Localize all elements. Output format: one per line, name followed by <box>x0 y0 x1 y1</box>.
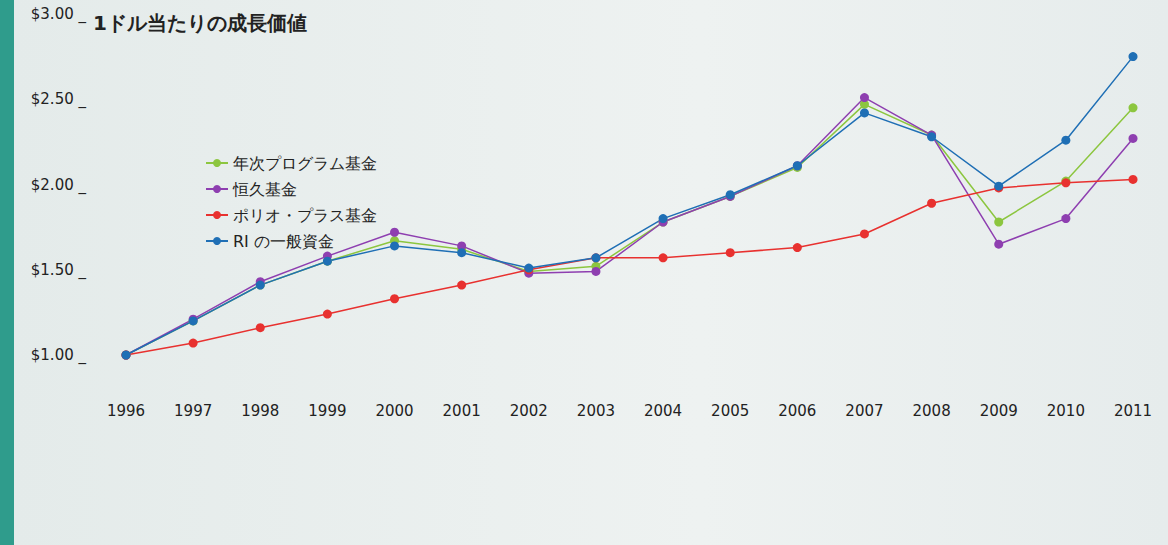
svg-text:1998: 1998 <box>241 402 279 420</box>
svg-text:2009: 2009 <box>980 402 1018 420</box>
svg-text:1996: 1996 <box>107 402 145 420</box>
svg-text:年次プログラム基金: 年次プログラム基金 <box>233 154 377 173</box>
svg-text:2001: 2001 <box>443 402 481 420</box>
svg-text:1ドル当たりの成長価値: 1ドル当たりの成長価値 <box>93 11 307 35</box>
svg-text:$1.00 _: $1.00 _ <box>31 346 87 365</box>
svg-text:2007: 2007 <box>845 402 883 420</box>
svg-text:2000: 2000 <box>375 402 413 420</box>
svg-text:2011: 2011 <box>1114 402 1152 420</box>
svg-text:2010: 2010 <box>1047 402 1085 420</box>
svg-text:2006: 2006 <box>778 402 816 420</box>
svg-text:$2.00 _: $2.00 _ <box>31 176 87 195</box>
svg-text:2003: 2003 <box>577 402 615 420</box>
svg-text:ポリオ・プラス基金: ポリオ・プラス基金 <box>233 206 377 225</box>
svg-text:RI の一般資金: RI の一般資金 <box>233 232 334 251</box>
svg-text:1999: 1999 <box>308 402 346 420</box>
svg-text:$3.00 _: $3.00 _ <box>31 5 87 24</box>
svg-text:2002: 2002 <box>510 402 548 420</box>
svg-text:2004: 2004 <box>644 402 682 420</box>
svg-text:$2.50 _: $2.50 _ <box>31 90 87 109</box>
svg-text:恒久基金: 恒久基金 <box>232 180 297 199</box>
svg-text:1997: 1997 <box>174 402 212 420</box>
svg-text:2005: 2005 <box>711 402 749 420</box>
svg-text:$1.50 _: $1.50 _ <box>31 261 87 280</box>
svg-text:2008: 2008 <box>913 402 951 420</box>
